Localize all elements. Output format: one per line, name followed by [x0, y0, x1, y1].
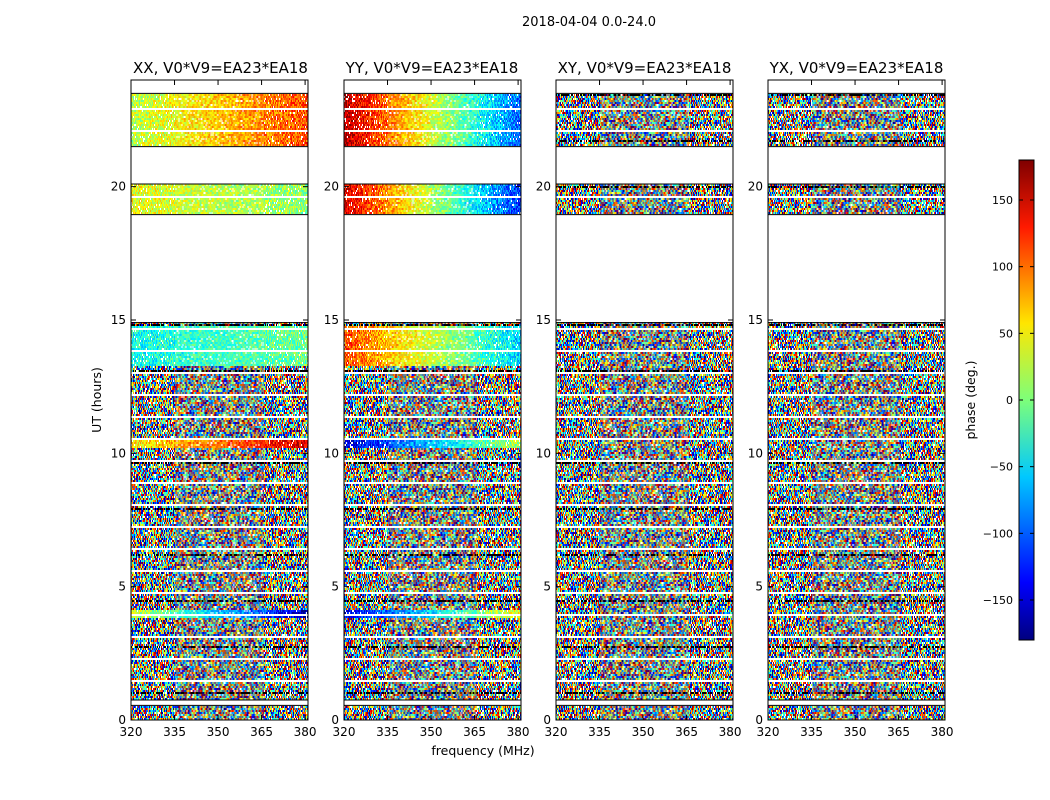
y-tick-label: 15: [748, 313, 763, 327]
x-tick-label: 320: [333, 725, 356, 739]
heatmap-raster: [768, 80, 945, 720]
colorbar-tick-label: 150: [992, 194, 1013, 207]
colorbar-tick-label: 50: [999, 327, 1013, 340]
x-tick-label: 320: [545, 725, 568, 739]
y-tick-label: 10: [748, 446, 763, 460]
y-tick-label: 15: [324, 313, 339, 327]
x-tick-label: 380: [294, 725, 317, 739]
panel-yx: YX, V0*V9=EA23*EA18 320 335 350 365 380 0 5 10 1…: [748, 59, 954, 739]
y-tick-label: 20: [748, 180, 763, 194]
axes-frame: [130, 79, 309, 721]
x-tick-label: 320: [757, 725, 780, 739]
colorbar-tick-label: 100: [992, 261, 1013, 274]
axes-frame: [343, 79, 522, 721]
y-axis-label: UT (hours): [89, 367, 104, 433]
y-tick-label: 20: [111, 180, 126, 194]
x-tick-label: 380: [931, 725, 954, 739]
colorbar-tick-label: 0: [1006, 394, 1013, 407]
x-tick-label: 380: [507, 725, 530, 739]
heatmap-raster: [556, 80, 733, 720]
y-tick-label: 10: [111, 446, 126, 460]
axes-frame: [555, 79, 734, 721]
x-tick-label: 365: [463, 725, 486, 739]
x-tick-label: 365: [675, 725, 698, 739]
axes-frame: [767, 79, 946, 721]
y-tick-label: 0: [543, 713, 551, 727]
y-tick-label: 0: [755, 713, 763, 727]
y-tick-label: 20: [536, 180, 551, 194]
panel-yy: YY, V0*V9=EA23*EA18 320 335 350 365 380 0 5 10 1…: [324, 59, 530, 739]
x-tick-label: 350: [844, 725, 867, 739]
colorbar-tick-label: −100: [983, 527, 1013, 540]
colorbar: phase (deg.) 150 100 50 0 −50 −100 −150: [963, 159, 1035, 641]
y-tick-label: 15: [536, 313, 551, 327]
heatmap-raster: [344, 80, 521, 720]
panel-xx: XX, V0*V9=EA23*EA18 320 335 350 365 380 0 5 10 1…: [111, 59, 317, 739]
y-tick-label: 15: [111, 313, 126, 327]
figure-suptitle: 2018-04-04 0.0-24.0: [522, 15, 656, 30]
panel-title: XX, V0*V9=EA23*EA18: [133, 59, 308, 77]
y-tick-label: 10: [324, 446, 339, 460]
heatmap-raster: [131, 80, 308, 720]
y-tick-label: 5: [118, 580, 126, 594]
panel-title: YX, V0*V9=EA23*EA18: [769, 59, 944, 77]
x-tick-label: 335: [163, 725, 186, 739]
panel-title: XY, V0*V9=EA23*EA18: [558, 59, 732, 77]
y-tick-label: 5: [543, 580, 551, 594]
y-tick-label: 10: [536, 446, 551, 460]
x-tick-label: 335: [376, 725, 399, 739]
x-tick-label: 320: [120, 725, 143, 739]
colorbar-label: phase (deg.): [963, 361, 978, 440]
x-tick-label: 365: [250, 725, 273, 739]
panel-xy: XY, V0*V9=EA23*EA18 320 335 350 365 380 0 5 10 1…: [536, 59, 742, 739]
x-tick-label: 335: [588, 725, 611, 739]
colorbar-tick-label: −50: [990, 461, 1013, 474]
y-tick-label: 20: [324, 180, 339, 194]
x-tick-label: 350: [632, 725, 655, 739]
y-tick-label: 5: [331, 580, 339, 594]
x-tick-label: 380: [719, 725, 742, 739]
colorbar-tick-label: −150: [983, 594, 1013, 607]
x-tick-label: 365: [887, 725, 910, 739]
x-axis-label: frequency (MHz): [431, 743, 534, 758]
y-tick-label: 5: [755, 580, 763, 594]
x-tick-label: 350: [207, 725, 230, 739]
panel-title: YY, V0*V9=EA23*EA18: [345, 59, 519, 77]
y-tick-label: 0: [331, 713, 339, 727]
x-tick-label: 350: [420, 725, 443, 739]
panels: XX, V0*V9=EA23*EA18 320 335 350 365 380 0 5 10 1…: [111, 59, 954, 739]
x-tick-label: 335: [800, 725, 823, 739]
y-tick-label: 0: [118, 713, 126, 727]
